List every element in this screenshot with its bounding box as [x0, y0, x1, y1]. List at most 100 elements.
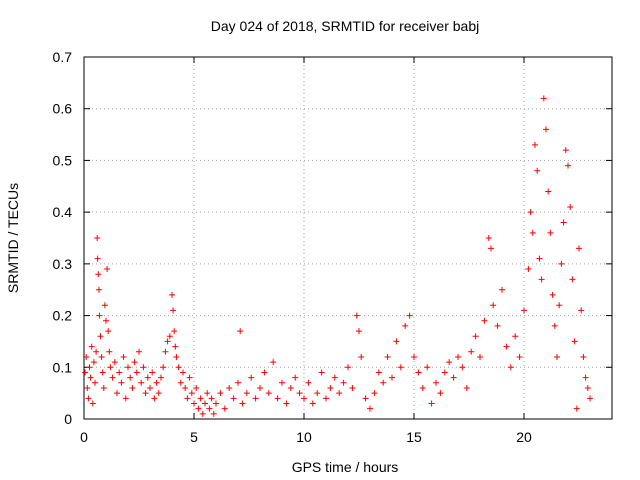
data-point: [556, 302, 563, 309]
data-point: [534, 167, 541, 174]
data-point: [109, 374, 116, 381]
data-point: [331, 374, 338, 381]
data-point: [287, 384, 294, 391]
data-point: [536, 255, 543, 262]
data-point: [397, 364, 404, 371]
data-point: [169, 291, 175, 298]
data-point: [120, 353, 127, 360]
data-point: [89, 400, 96, 407]
data-point: [283, 400, 290, 407]
data-point: [230, 395, 237, 402]
data-point: [160, 364, 167, 371]
x-tick-label: 5: [190, 429, 198, 445]
data-point: [545, 188, 552, 195]
data-point: [411, 353, 417, 360]
data-point: [538, 276, 545, 283]
data-point: [318, 369, 325, 376]
data-point: [88, 343, 95, 350]
data-point: [582, 374, 589, 381]
data-point: [155, 390, 162, 397]
data-point: [210, 410, 217, 417]
data-point: [177, 379, 184, 386]
data-point: [569, 276, 576, 283]
data-point: [97, 333, 104, 340]
data-point: [562, 147, 569, 154]
data-point: [90, 359, 97, 366]
x-tick-label: 0: [80, 429, 88, 445]
x-tick-label: 10: [296, 429, 312, 445]
data-point: [433, 379, 439, 386]
data-point: [197, 395, 204, 402]
data-point: [171, 328, 178, 335]
data-point: [147, 384, 153, 391]
data-point: [558, 260, 565, 267]
data-point: [340, 379, 347, 386]
data-point: [87, 374, 94, 381]
data-point: [446, 359, 453, 366]
data-point: [180, 369, 186, 376]
data-point: [309, 400, 316, 407]
data-point: [93, 348, 100, 355]
data-point: [305, 379, 312, 386]
data-point: [367, 405, 373, 412]
data-point: [129, 384, 136, 391]
data-point: [96, 312, 103, 319]
data-point: [463, 384, 470, 391]
data-point: [345, 364, 351, 371]
data-point: [296, 390, 303, 397]
data-point: [100, 384, 107, 391]
data-point: [243, 390, 250, 397]
data-point: [83, 353, 90, 360]
data-point: [292, 374, 299, 381]
y-tick-label: 0.6: [53, 101, 73, 117]
data-point: [103, 317, 109, 324]
data-point: [587, 395, 593, 402]
data-point: [551, 322, 558, 329]
data-point: [195, 405, 202, 412]
data-point: [164, 338, 171, 345]
data-point: [441, 369, 448, 376]
data-point: [235, 379, 241, 386]
plot-frame: [83, 56, 613, 420]
y-tick-label: 0.2: [53, 308, 73, 324]
data-point: [375, 369, 382, 376]
data-point: [94, 255, 101, 262]
data-point: [175, 364, 182, 371]
data-point: [527, 209, 534, 216]
data-point: [94, 235, 101, 241]
data-point: [507, 364, 514, 371]
y-tick-label: 0.4: [53, 204, 73, 220]
data-point: [118, 379, 125, 386]
data-point: [323, 395, 329, 402]
data-point: [199, 410, 206, 417]
data-point: [468, 348, 475, 355]
data-point: [170, 307, 177, 314]
data-point: [459, 364, 466, 371]
data-point: [428, 400, 435, 407]
data-point: [136, 348, 142, 355]
data-point: [104, 266, 111, 273]
data-point: [122, 395, 129, 402]
data-point: [151, 395, 158, 402]
data-point: [186, 374, 193, 381]
data-point: [358, 353, 365, 360]
data-point: [265, 390, 272, 397]
data-point: [107, 364, 114, 371]
data-point: [204, 390, 211, 397]
data-point: [525, 266, 532, 273]
data-point: [371, 390, 378, 397]
data-point: [279, 379, 285, 386]
data-point: [512, 333, 519, 340]
y-axis-label: SRMTID / TECUs: [5, 183, 21, 293]
data-point: [261, 369, 268, 376]
x-tick-label: 20: [516, 429, 532, 445]
data-point: [252, 395, 259, 402]
data-point: [472, 333, 479, 340]
data-point: [450, 374, 457, 381]
data-point: [158, 374, 164, 381]
tick-layer: 0 5 10 15 20 0 0.1 0.2 0.3 0.4 0.5 0.6 0.7: [53, 49, 612, 445]
data-point: [327, 384, 334, 391]
data-point: [86, 364, 93, 371]
data-point: [95, 286, 102, 293]
data-point: [182, 384, 189, 391]
